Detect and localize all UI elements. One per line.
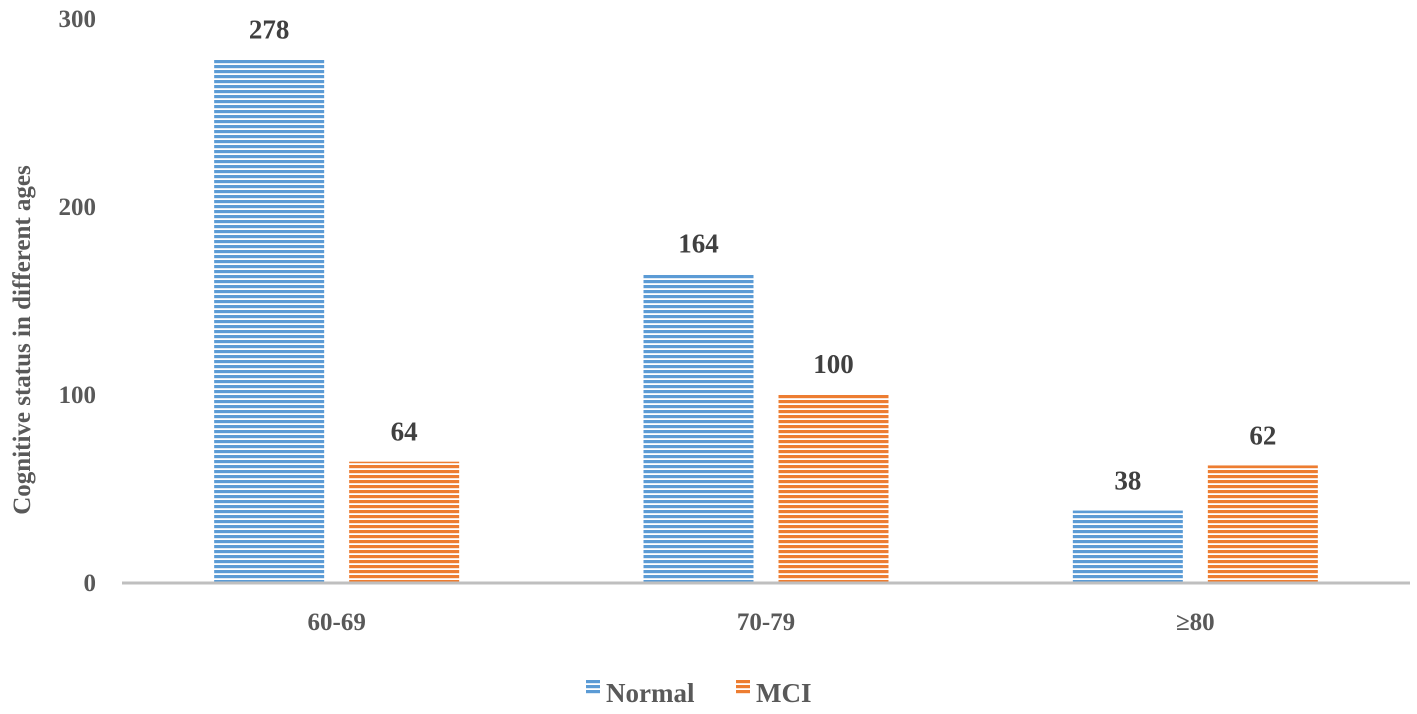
legend-label-normal: Normal xyxy=(606,678,695,708)
y-tick-labels: 0 100 200 300 xyxy=(59,6,97,597)
y-tick-label: 300 xyxy=(59,6,97,33)
y-axis-label-group: Cognitive status in different ages xyxy=(9,165,36,515)
legend[interactable]: Normal MCI xyxy=(586,678,812,708)
category-label: ≥80 xyxy=(1176,609,1215,636)
category-label: 60-69 xyxy=(308,609,366,636)
legend-swatch-mci xyxy=(736,680,750,694)
data-labels: 278 64 164 100 38 62 xyxy=(249,14,1276,495)
legend-swatch-normal xyxy=(586,680,600,694)
bar-mci-2 xyxy=(778,394,889,582)
data-label-normal-3: 38 xyxy=(1114,466,1141,496)
category-label: 70-79 xyxy=(737,609,795,636)
data-label-mci-1: 64 xyxy=(391,417,418,447)
bar-mci-1 xyxy=(349,461,460,582)
y-tick-label: 0 xyxy=(84,570,97,597)
bar-mci-3 xyxy=(1207,465,1318,582)
category-labels: 60-69 70-79 ≥80 xyxy=(308,609,1215,636)
y-axis-label: Cognitive status in different ages xyxy=(9,165,36,515)
y-tick-label: 200 xyxy=(59,194,97,221)
legend-item-mci[interactable]: MCI xyxy=(736,678,812,708)
y-tick-label: 100 xyxy=(59,382,97,409)
data-label-normal-2: 164 xyxy=(678,229,719,259)
data-label-mci-3: 62 xyxy=(1249,420,1276,450)
bars xyxy=(214,59,1318,583)
data-label-mci-2: 100 xyxy=(813,349,854,379)
legend-label-mci: MCI xyxy=(756,678,812,708)
data-label-normal-1: 278 xyxy=(249,14,290,44)
bar-normal-3 xyxy=(1072,510,1183,582)
legend-item-normal[interactable]: Normal xyxy=(586,678,695,708)
bar-normal-1 xyxy=(214,59,325,583)
bar-normal-2 xyxy=(643,273,754,582)
